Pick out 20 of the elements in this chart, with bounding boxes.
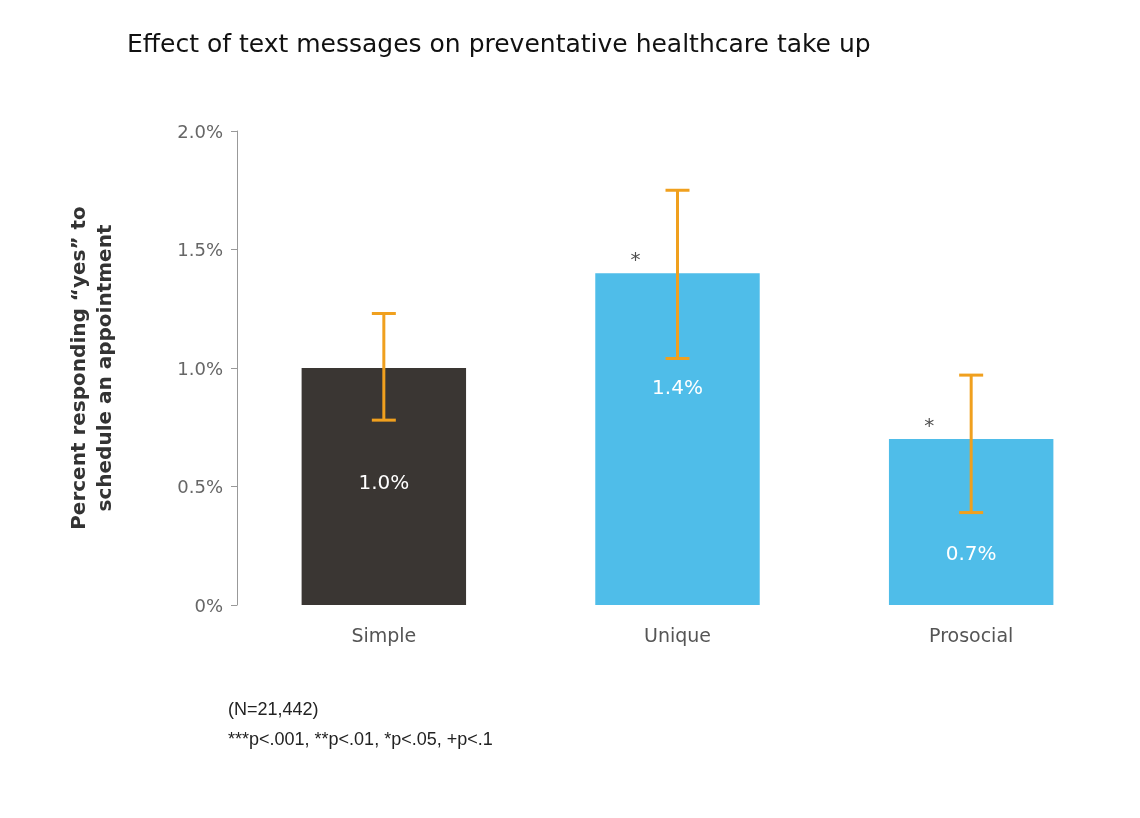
data-label: 1.4% <box>652 375 703 400</box>
annotation: * <box>630 247 641 272</box>
y-tick-label: 2.0% <box>177 120 223 142</box>
text: (N=21,442) <box>228 699 319 719</box>
x-tick-label: Prosocial <box>929 623 1014 646</box>
bar <box>595 273 760 605</box>
data-label: 0.7% <box>945 541 997 566</box>
text: ***p<.001, **p<.01, *p<.05, +p<.1 <box>228 729 493 749</box>
bar <box>301 368 467 605</box>
y-tick-label: 1.5% <box>177 239 223 260</box>
chart-title: Effect of text messages on preventative healthcare take up <box>127 29 871 58</box>
bar <box>888 439 1054 605</box>
y-axis-title: Percent responding “yes” to schedule an appointment <box>66 206 116 530</box>
y-tick-label: 0% <box>194 594 223 616</box>
x-tick-label: Simple <box>351 623 417 646</box>
annotation: * <box>924 412 935 437</box>
x-tick-label: Unique <box>643 623 712 646</box>
y-tick-label: 0.5% <box>177 476 223 497</box>
data-label: 1.0% <box>358 470 410 494</box>
y-tick-label: 1.0% <box>177 357 223 379</box>
